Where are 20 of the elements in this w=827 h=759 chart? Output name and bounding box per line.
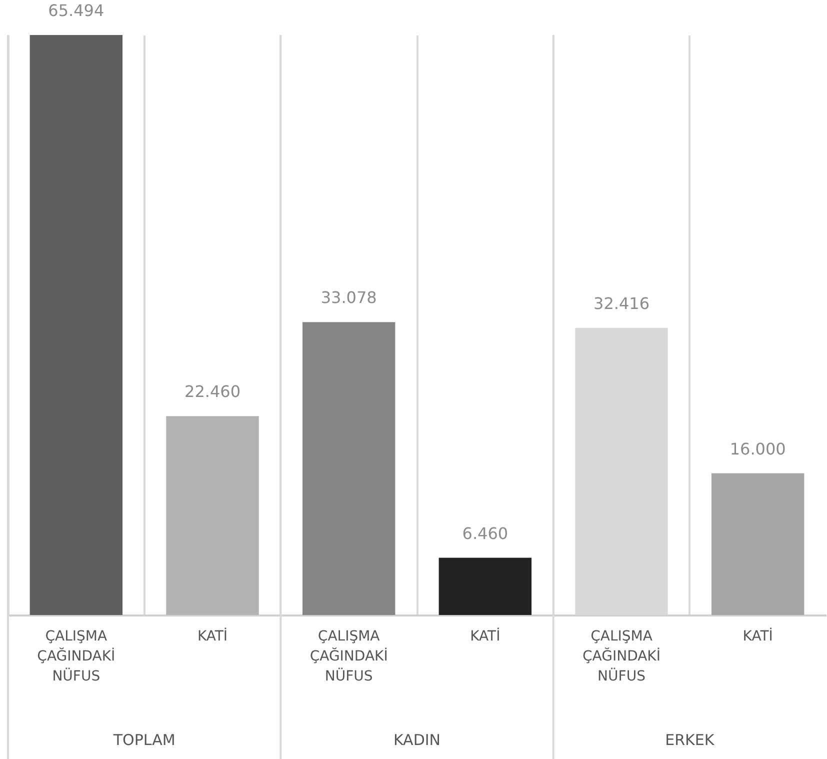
- data-label: 16.000: [730, 439, 786, 458]
- x-tick-label: KATİ: [470, 628, 500, 644]
- bar: [166, 416, 259, 615]
- bar: [30, 35, 123, 615]
- x-tick-label: ÇALIŞMA ÇAĞINDAKİ NÜFUS: [310, 628, 388, 684]
- bar: [438, 558, 532, 615]
- bar: [302, 322, 396, 615]
- data-label: 6.460: [462, 524, 508, 543]
- data-label: 33.078: [320, 288, 377, 308]
- data-label: 65.494: [48, 1, 104, 20]
- text: TOPLAM: [112, 731, 176, 749]
- text: KADIN: [393, 731, 441, 749]
- bar: [711, 473, 804, 615]
- x-tick-label: KATİ: [742, 628, 773, 644]
- x-tick-label: ÇALIŞMA ÇAĞINDAKİ NÜFUS: [582, 628, 660, 684]
- x-tick-label: ÇALIŞMA ÇAĞINDAKİ NÜFUS: [37, 628, 116, 684]
- data-label: 32.416: [594, 294, 650, 313]
- x-tick-label: KATİ: [197, 628, 228, 644]
- data-label: 22.460: [184, 382, 240, 402]
- text: ERKEK: [665, 731, 716, 749]
